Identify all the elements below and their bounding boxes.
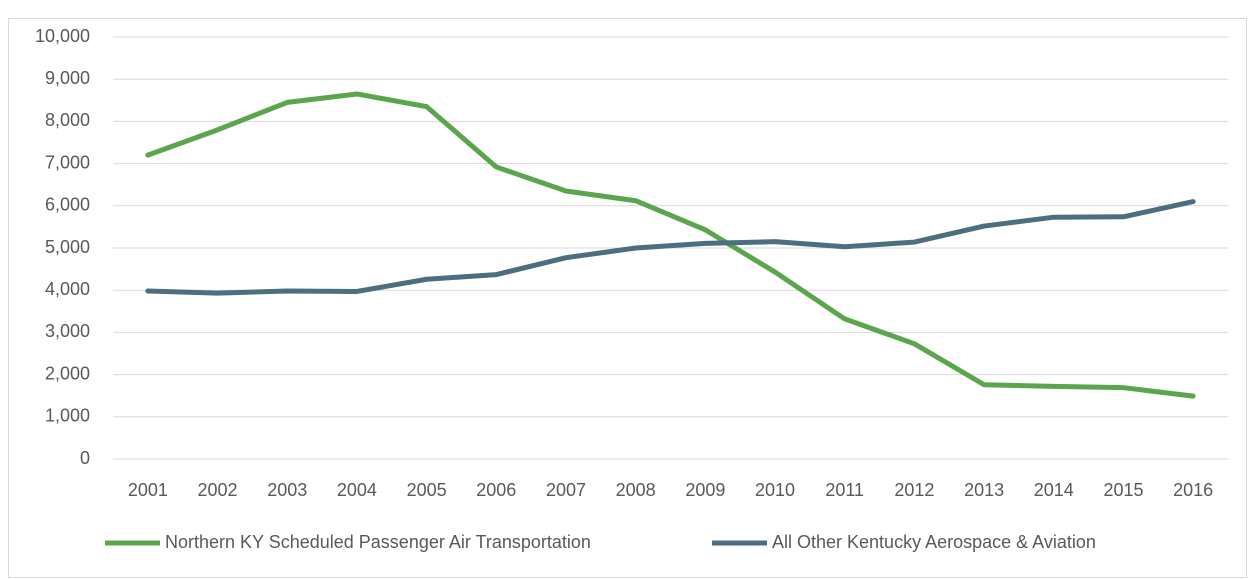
chart-border <box>8 18 1247 578</box>
y-tick-label: 8,000 <box>45 110 90 130</box>
x-tick-label: 2012 <box>894 480 934 500</box>
y-tick-label: 3,000 <box>45 321 90 341</box>
x-tick-label: 2003 <box>267 480 307 500</box>
x-tick-label: 2013 <box>964 480 1004 500</box>
x-tick-label: 2015 <box>1103 480 1143 500</box>
y-tick-label: 10,000 <box>35 26 90 46</box>
x-tick-label: 2007 <box>546 480 586 500</box>
y-tick-label: 2,000 <box>45 363 90 383</box>
y-tick-label: 7,000 <box>45 152 90 172</box>
x-tick-label: 2005 <box>407 480 447 500</box>
x-tick-label: 2016 <box>1173 480 1213 500</box>
y-tick-label: 5,000 <box>45 237 90 257</box>
x-tick-label: 2004 <box>337 480 377 500</box>
x-tick-label: 2006 <box>476 480 516 500</box>
x-tick-label: 2010 <box>755 480 795 500</box>
x-tick-label: 2001 <box>128 480 168 500</box>
line-series <box>145 199 1196 296</box>
y-tick-label: 4,000 <box>45 279 90 299</box>
y-tick-label: 1,000 <box>45 406 90 426</box>
y-tick-label: 0 <box>80 448 90 468</box>
legend-label: Northern KY Scheduled Passenger Air Tran… <box>165 532 591 552</box>
line-series <box>145 91 1196 399</box>
y-tick-label: 9,000 <box>45 68 90 88</box>
y-tick-label: 6,000 <box>45 195 90 215</box>
x-tick-label: 2008 <box>616 480 656 500</box>
x-tick-label: 2011 <box>825 480 864 500</box>
legend-label: All Other Kentucky Aerospace & Aviation <box>772 532 1096 552</box>
x-tick-label: 2009 <box>685 480 725 500</box>
x-tick-label: 2014 <box>1034 480 1074 500</box>
x-tick-label: 2002 <box>198 480 238 500</box>
